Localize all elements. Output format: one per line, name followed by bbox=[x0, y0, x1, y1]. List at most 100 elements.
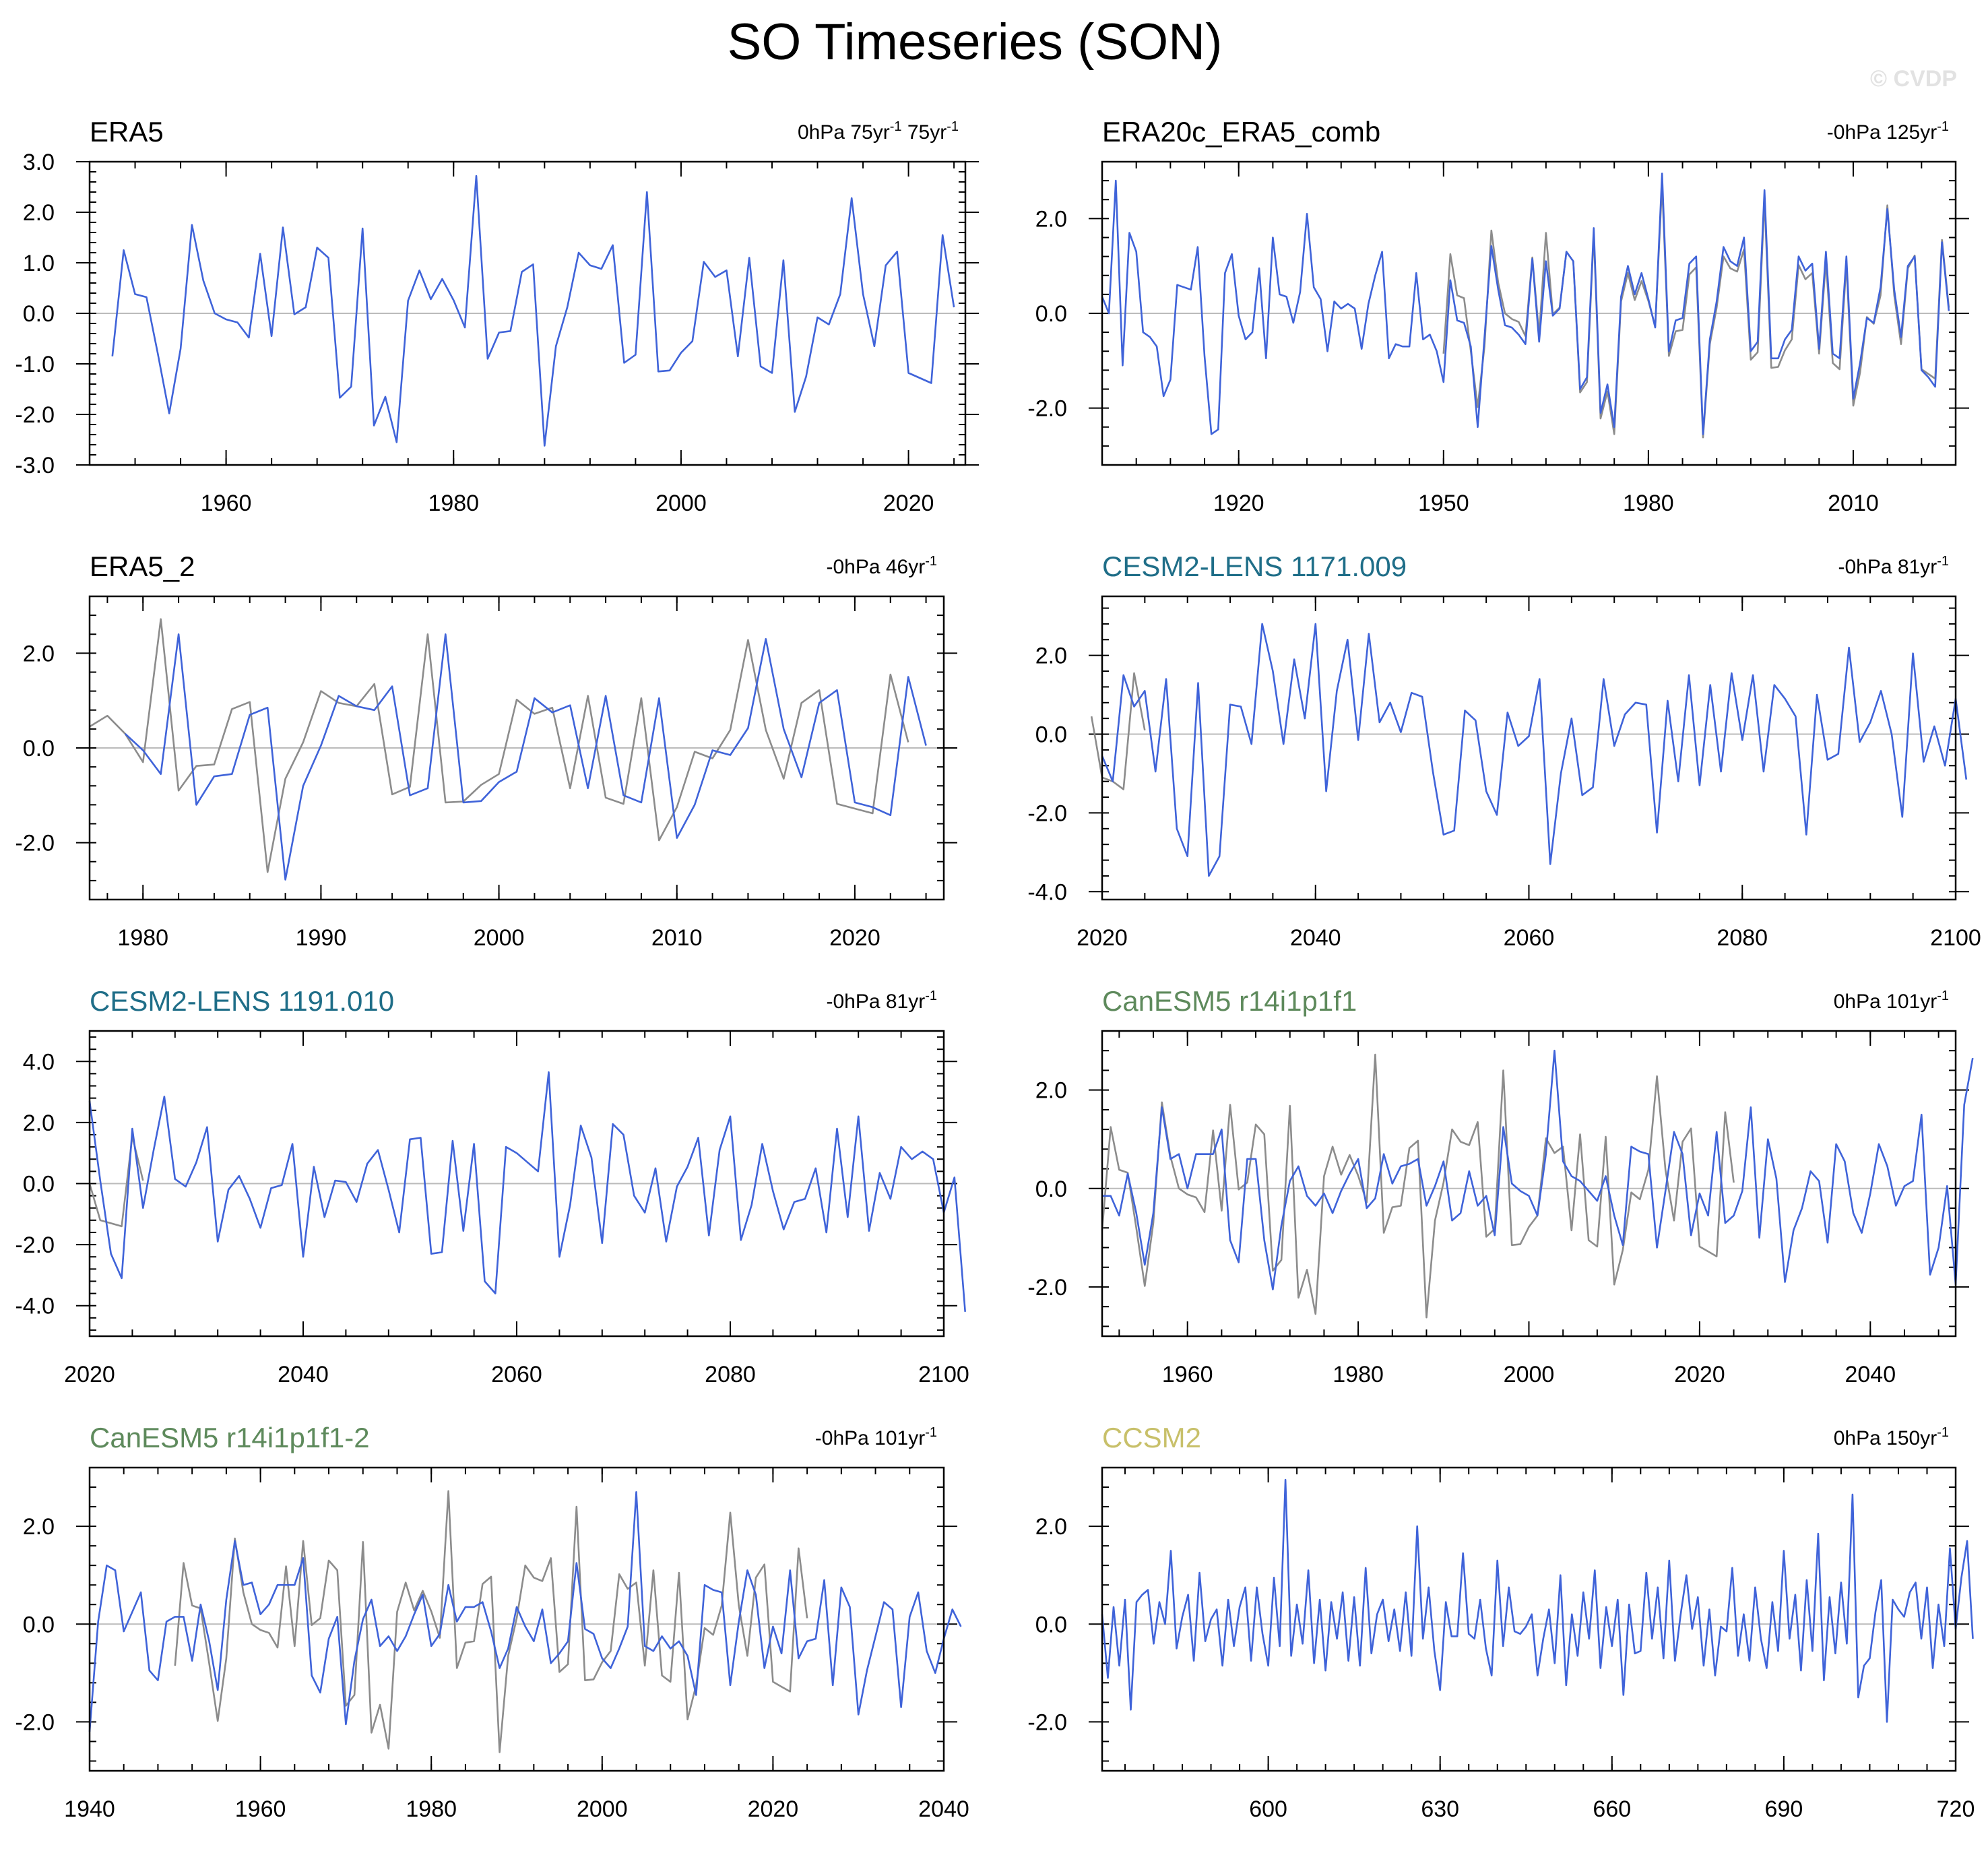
series-line-secondary bbox=[1090, 672, 1146, 790]
panel-title: CanESM5 r14i1p1f1 bbox=[1102, 985, 1357, 1017]
x-tick-label: 2080 bbox=[705, 1362, 756, 1387]
series-line-primary bbox=[1101, 172, 1950, 435]
plot-frame bbox=[88, 160, 967, 466]
panel-1: ERA5 0hPa 75yr-1 75yr-1 1960 1980 2000 2020 -3… bbox=[15, 116, 979, 516]
figure-title: SO Timeseries (SON) bbox=[728, 13, 1223, 71]
panel-title: ERA5 bbox=[90, 116, 164, 148]
series-line-primary bbox=[88, 1071, 966, 1312]
series-line-secondary bbox=[174, 1490, 808, 1753]
x-tick-label: 2000 bbox=[1504, 1362, 1555, 1387]
y-tick-label: -4.0 bbox=[15, 1294, 55, 1319]
x-tick-label: 1940 bbox=[64, 1796, 115, 1822]
plot-frame bbox=[1101, 160, 1957, 466]
panel-5: CESM2-LENS 1191.010 -0hPa 81yr-1 2020 2040 2… bbox=[15, 985, 969, 1387]
series-line-primary bbox=[111, 175, 955, 447]
y-tick-label: 2.0 bbox=[23, 1110, 55, 1136]
panel-stats: -0hPa 46yr-1 bbox=[826, 554, 937, 578]
panel-4: CESM2-LENS 1171.009 -0hPa 81yr-1 2020 2040 2… bbox=[1027, 551, 1981, 951]
x-tick-label: 1920 bbox=[1213, 491, 1264, 516]
y-tick-label: 2.0 bbox=[23, 200, 55, 226]
y-tick-label: -3.0 bbox=[15, 453, 55, 478]
y-tick-label: 2.0 bbox=[1035, 644, 1067, 669]
x-tick-label: 2010 bbox=[651, 925, 703, 951]
panel-title: CESM2-LENS 1171.009 bbox=[1102, 551, 1407, 582]
plot-frame bbox=[1101, 595, 1957, 901]
y-tick-label: 2.0 bbox=[23, 641, 55, 666]
y-tick-label: -1.0 bbox=[15, 352, 55, 377]
x-tick-label: 690 bbox=[1765, 1796, 1803, 1822]
panel-stats: 0hPa 150yr-1 bbox=[1834, 1425, 1949, 1449]
panel-title: CESM2-LENS 1191.010 bbox=[90, 985, 394, 1017]
x-tick-label: 2020 bbox=[64, 1362, 115, 1387]
x-tick-label: 2020 bbox=[829, 925, 880, 951]
plot-frame bbox=[88, 595, 945, 901]
y-tick-label: 0.0 bbox=[23, 1172, 55, 1197]
x-tick-label: 2040 bbox=[1845, 1362, 1896, 1387]
x-tick-label: 1980 bbox=[1623, 491, 1674, 516]
panel-8: CCSM2 0hPa 150yr-1 600 630 660 690 720 -2.0 0.0 2… bbox=[1027, 1422, 1975, 1822]
y-tick-label: 4.0 bbox=[23, 1049, 55, 1075]
panel-stats: -0hPa 101yr-1 bbox=[815, 1425, 937, 1449]
y-tick-label: -2.0 bbox=[15, 831, 55, 856]
y-tick-label: -2.0 bbox=[1027, 1275, 1067, 1300]
panel-stats: -0hPa 81yr-1 bbox=[826, 989, 937, 1013]
x-tick-label: 660 bbox=[1593, 1796, 1631, 1822]
y-tick-label: -2.0 bbox=[15, 1709, 55, 1735]
y-tick-label: 3.0 bbox=[23, 150, 55, 175]
x-tick-label: 1980 bbox=[117, 925, 168, 951]
panel-stats: 0hPa 101yr-1 bbox=[1834, 989, 1949, 1013]
y-tick-label: 2.0 bbox=[1035, 206, 1067, 232]
series-line-primary bbox=[88, 1491, 962, 1732]
panel-title: ERA20c_ERA5_comb bbox=[1102, 116, 1380, 148]
y-tick-label: 0.0 bbox=[1035, 722, 1067, 748]
x-tick-label: 2040 bbox=[278, 1362, 329, 1387]
y-tick-label: 2.0 bbox=[23, 1514, 55, 1540]
y-tick-label: 0.0 bbox=[23, 301, 55, 327]
panel-title: CCSM2 bbox=[1102, 1422, 1201, 1453]
panel-stats: -0hPa 81yr-1 bbox=[1838, 554, 1949, 578]
y-tick-label: -2.0 bbox=[15, 402, 55, 428]
y-tick-label: -4.0 bbox=[1027, 879, 1067, 905]
x-tick-label: 720 bbox=[1937, 1796, 1975, 1822]
x-tick-label: 2100 bbox=[1930, 925, 1981, 951]
panel-stats: -0hPa 125yr-1 bbox=[1827, 119, 1949, 144]
x-tick-label: 2000 bbox=[655, 491, 707, 516]
panel-6: CanESM5 r14i1p1f1 0hPa 101yr-1 1960 1980 200… bbox=[1027, 985, 1974, 1387]
x-tick-label: 1990 bbox=[296, 925, 347, 951]
panel-title: CanESM5 r14i1p1f1-2 bbox=[90, 1422, 370, 1453]
panel-stats: 0hPa 75yr-1 75yr-1 bbox=[798, 119, 959, 144]
series-line-primary bbox=[124, 633, 927, 881]
series-line-primary bbox=[1101, 623, 1968, 877]
x-tick-label: 1980 bbox=[428, 491, 479, 516]
x-tick-label: 2060 bbox=[491, 1362, 542, 1387]
x-tick-label: 2000 bbox=[474, 925, 525, 951]
x-tick-label: 2060 bbox=[1504, 925, 1555, 951]
watermark: © CVDP bbox=[1870, 66, 1957, 92]
y-tick-label: -2.0 bbox=[15, 1232, 55, 1258]
plot-frame bbox=[1101, 1030, 1957, 1338]
panel-7: CanESM5 r14i1p1f1-2 -0hPa 101yr-1 1940 1960… bbox=[15, 1422, 969, 1822]
x-tick-label: 2080 bbox=[1717, 925, 1768, 951]
panel-title: ERA5_2 bbox=[90, 551, 195, 582]
y-tick-label: 0.0 bbox=[1035, 1612, 1067, 1637]
x-tick-label: 2000 bbox=[577, 1796, 628, 1822]
y-tick-label: 0.0 bbox=[1035, 301, 1067, 327]
plot-frame bbox=[88, 1466, 945, 1772]
x-tick-label: 2010 bbox=[1828, 491, 1879, 516]
x-tick-label: 2020 bbox=[1674, 1362, 1725, 1387]
y-tick-label: 0.0 bbox=[23, 1612, 55, 1637]
series-line-secondary bbox=[1101, 1053, 1735, 1319]
y-tick-label: 1.0 bbox=[23, 251, 55, 276]
x-tick-label: 2040 bbox=[918, 1796, 969, 1822]
x-tick-label: 1960 bbox=[201, 491, 252, 516]
panel-3: ERA5_2 -0hPa 46yr-1 1980 1990 2000 2010 2020 -2… bbox=[15, 551, 957, 951]
x-tick-label: 2040 bbox=[1290, 925, 1341, 951]
x-tick-label: 600 bbox=[1249, 1796, 1287, 1822]
y-tick-label: -2.0 bbox=[1027, 801, 1067, 826]
y-tick-label: -2.0 bbox=[1027, 1709, 1067, 1735]
y-tick-label: -2.0 bbox=[1027, 396, 1067, 422]
y-tick-label: 0.0 bbox=[23, 736, 55, 761]
series-line-primary bbox=[1102, 1049, 1974, 1290]
y-tick-label: 2.0 bbox=[1035, 1514, 1067, 1540]
